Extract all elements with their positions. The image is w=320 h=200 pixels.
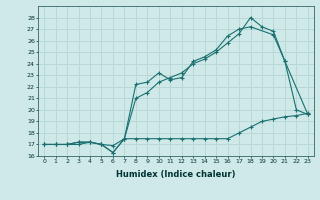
X-axis label: Humidex (Indice chaleur): Humidex (Indice chaleur) — [116, 170, 236, 179]
